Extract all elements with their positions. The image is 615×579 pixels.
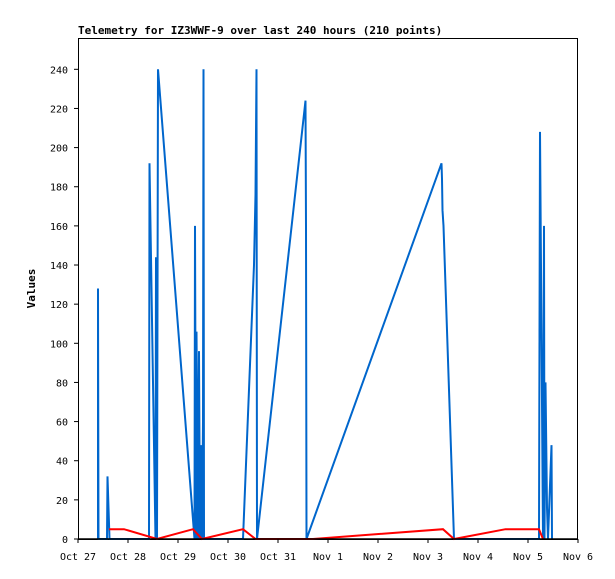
y-axis: 0 20 40 60 80 100 120 140 160 180 200 220 240 <box>50 65 78 546</box>
y-tick-label: 80 <box>56 378 68 389</box>
y-tick-label: 120 <box>50 300 68 311</box>
y-tick-label: 140 <box>50 261 68 272</box>
series-2-line <box>109 528 544 541</box>
y-tick-label: 240 <box>50 65 68 76</box>
series-1-line <box>97 69 553 540</box>
x-tick-label: Oct 29 <box>160 552 196 563</box>
x-axis: Oct 27 Oct 28 Oct 29 Oct 30 Oct 31 Nov 1 Nov 2… <box>60 539 593 563</box>
x-tick-label: Nov 5 <box>513 552 543 563</box>
x-tick-label: Nov 4 <box>463 552 493 563</box>
y-axis-label: Values <box>25 269 38 309</box>
y-tick-label: 0 <box>62 535 68 546</box>
x-tick-label: Oct 30 <box>210 552 246 563</box>
y-tick-label: 200 <box>50 144 68 155</box>
x-tick-label: Nov 1 <box>313 552 343 563</box>
y-tick-label: 220 <box>50 104 68 115</box>
x-tick-label: Nov 2 <box>363 552 393 563</box>
y-tick-label: 160 <box>50 222 68 233</box>
x-tick-label: Oct 31 <box>260 552 296 563</box>
y-tick-label: 100 <box>50 339 68 350</box>
y-tick-label: 180 <box>50 183 68 194</box>
y-tick-label: 20 <box>56 496 68 507</box>
x-tick-label: Nov 3 <box>413 552 443 563</box>
y-tick-label: 40 <box>56 457 68 468</box>
chart-title: Telemetry for IZ3WWF-9 over last 240 hou… <box>78 24 442 37</box>
x-tick-label: Oct 28 <box>110 552 146 563</box>
y-tick-label: 60 <box>56 418 68 429</box>
x-tick-label: Oct 27 <box>60 552 96 563</box>
x-tick-label: Nov 6 <box>563 552 593 563</box>
series-layer <box>78 69 578 541</box>
